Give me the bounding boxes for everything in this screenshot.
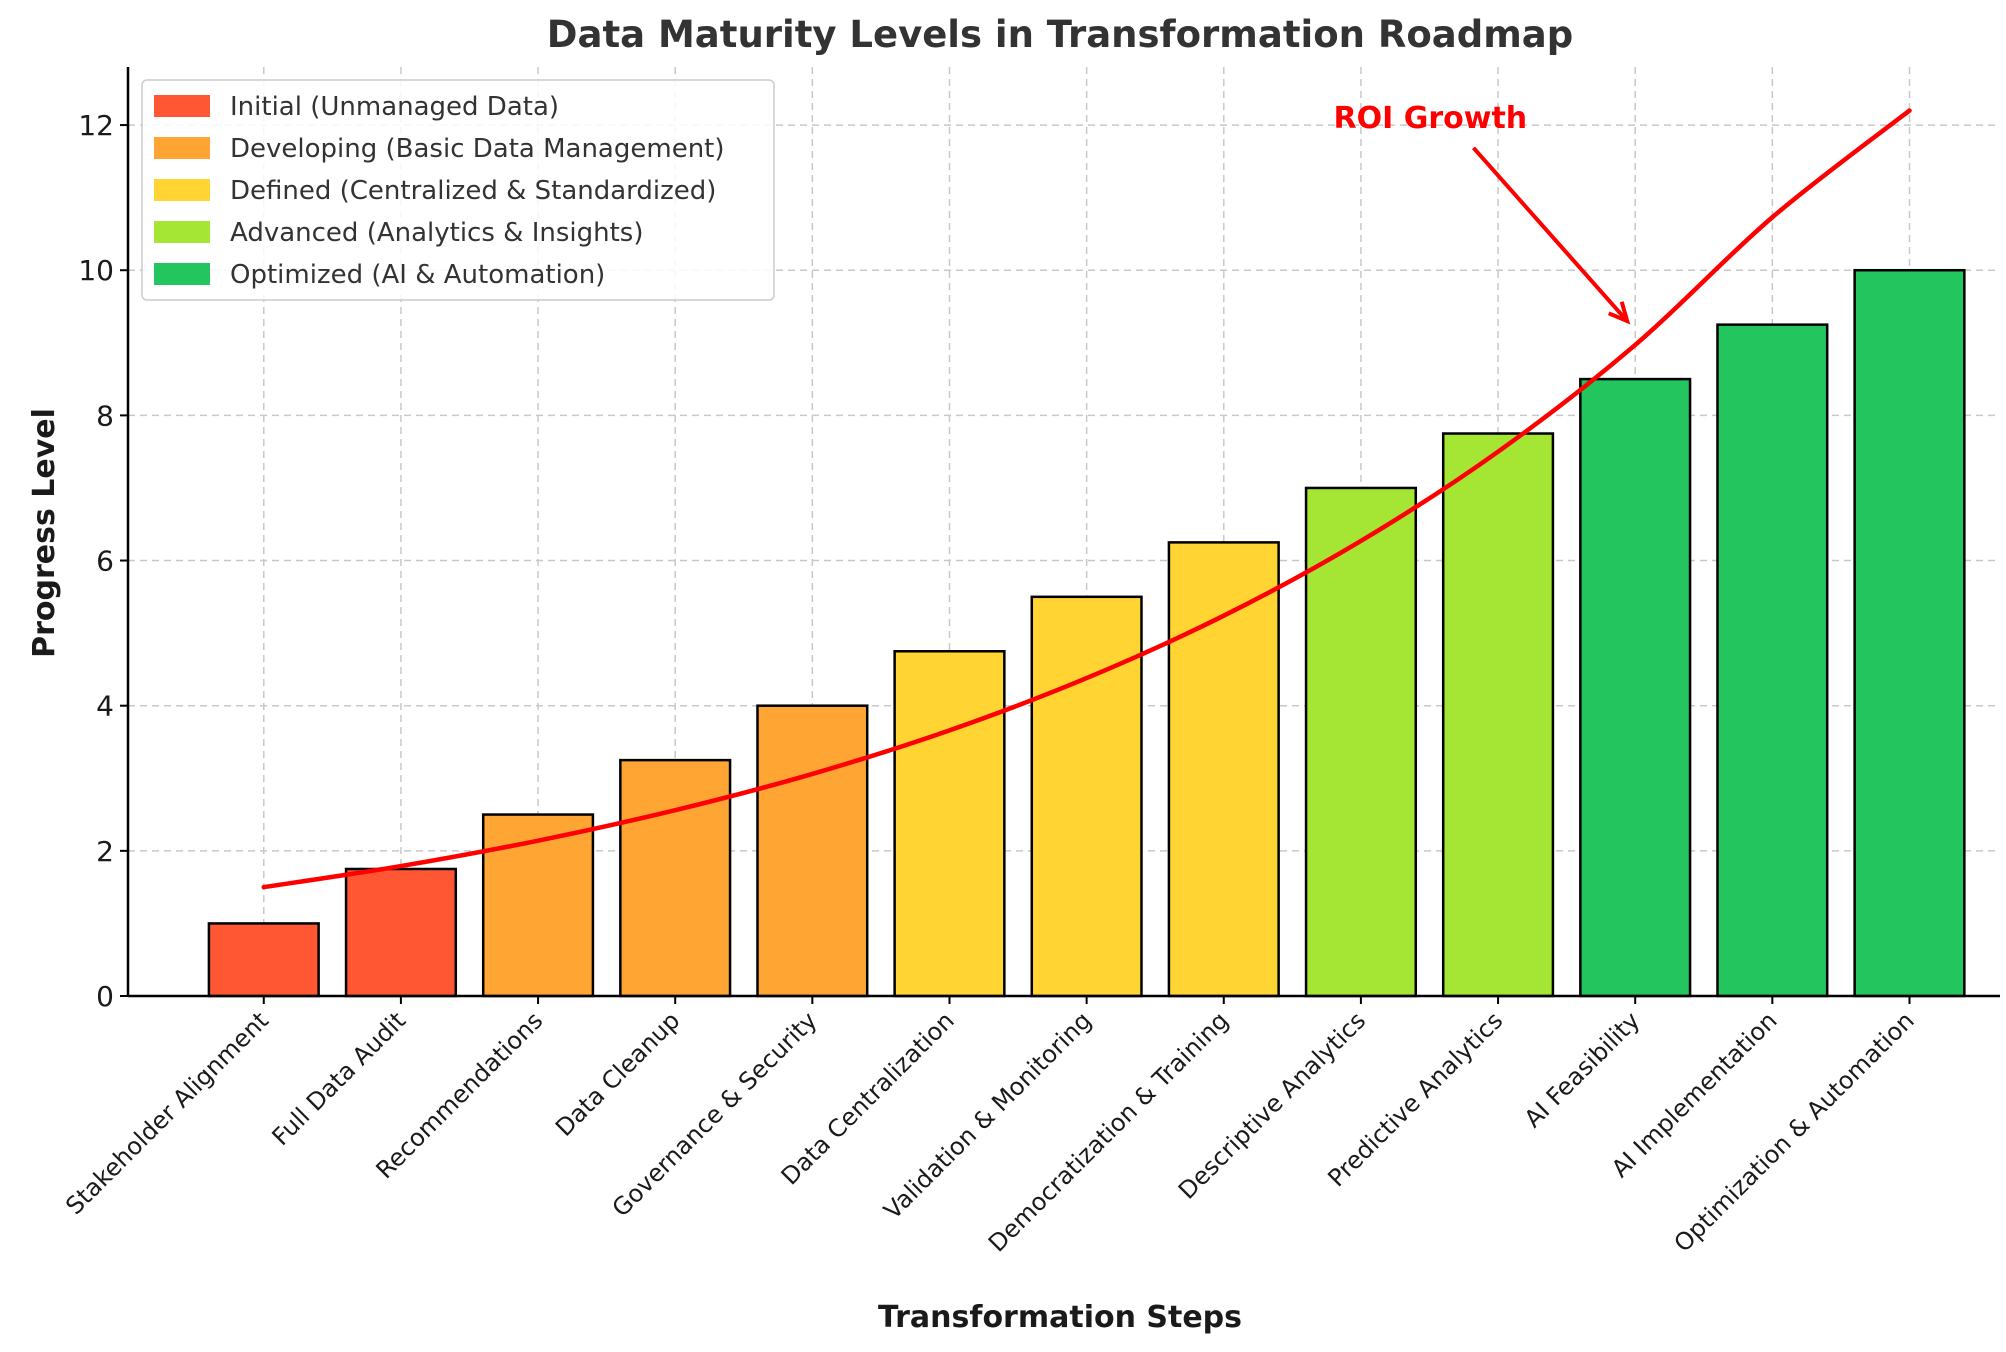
annotation-arrow-head [1607,301,1631,325]
bar [1579,377,1692,998]
chart-title: Data Maturity Levels in Transformation R… [547,13,1573,56]
annotation-label: ROI Growth [1333,101,1527,136]
bar [1716,323,1829,998]
y-tick-label: 4 [96,690,114,723]
legend-label: Developing (Basic Data Management) [230,134,725,164]
x-axis-title: Transformation Steps [878,1300,1242,1335]
y-tick-label: 2 [96,835,114,868]
x-tick-label: Optimization & Automation [1669,1006,1920,1257]
roi-annotation: ROI Growth [1333,101,1631,325]
bar [1304,486,1418,998]
bar [893,650,1006,998]
axes [126,67,2000,998]
x-tick-label: Data Cleanup [550,1006,685,1141]
bar [619,758,732,998]
x-tick-label: Stakeholder Alignment [60,1006,274,1220]
y-tick-label: 12 [78,109,114,142]
x-tick-label: Democratization & Training [983,1006,1234,1257]
bar [756,704,869,998]
bar [1853,268,1966,998]
legend: Initial (Unmanaged Data) Developing (Basi… [141,79,775,301]
bar [1167,541,1280,998]
legend-label: Initial (Unmanaged Data) [230,92,559,122]
legend-label: Optimized (AI & Automation) [230,260,605,290]
y-tick-label: 10 [78,254,114,287]
legend-box [141,79,775,301]
y-tick-labels: 0 2 4 6 8 10 12 [78,109,128,1013]
x-tick-label: AI Feasibility [1519,1006,1646,1133]
bar [344,867,458,998]
y-axis-title: Progress Level [27,408,62,658]
bar [1030,595,1143,998]
y-tick-label: 0 [96,980,114,1013]
y-tick-label: 6 [96,545,114,578]
legend-label: Defined (Centralized & Standardized) [230,176,716,206]
bar [481,813,595,998]
x-tick-label: Full Data Audit [267,1006,412,1151]
legend-swatch [154,221,210,243]
annotation-arrow-line [1471,146,1629,323]
bars [207,268,1966,998]
legend-label: Advanced (Analytics & Insights) [230,218,644,248]
legend-swatch [154,263,210,285]
bar [207,922,320,998]
roi-curve [261,108,1912,890]
roi-curve-line [261,108,1912,890]
legend-swatch [154,137,210,159]
legend-swatch [154,179,210,201]
bar [1441,432,1555,998]
legend-swatch [154,95,210,117]
y-tick-label: 8 [96,399,114,432]
